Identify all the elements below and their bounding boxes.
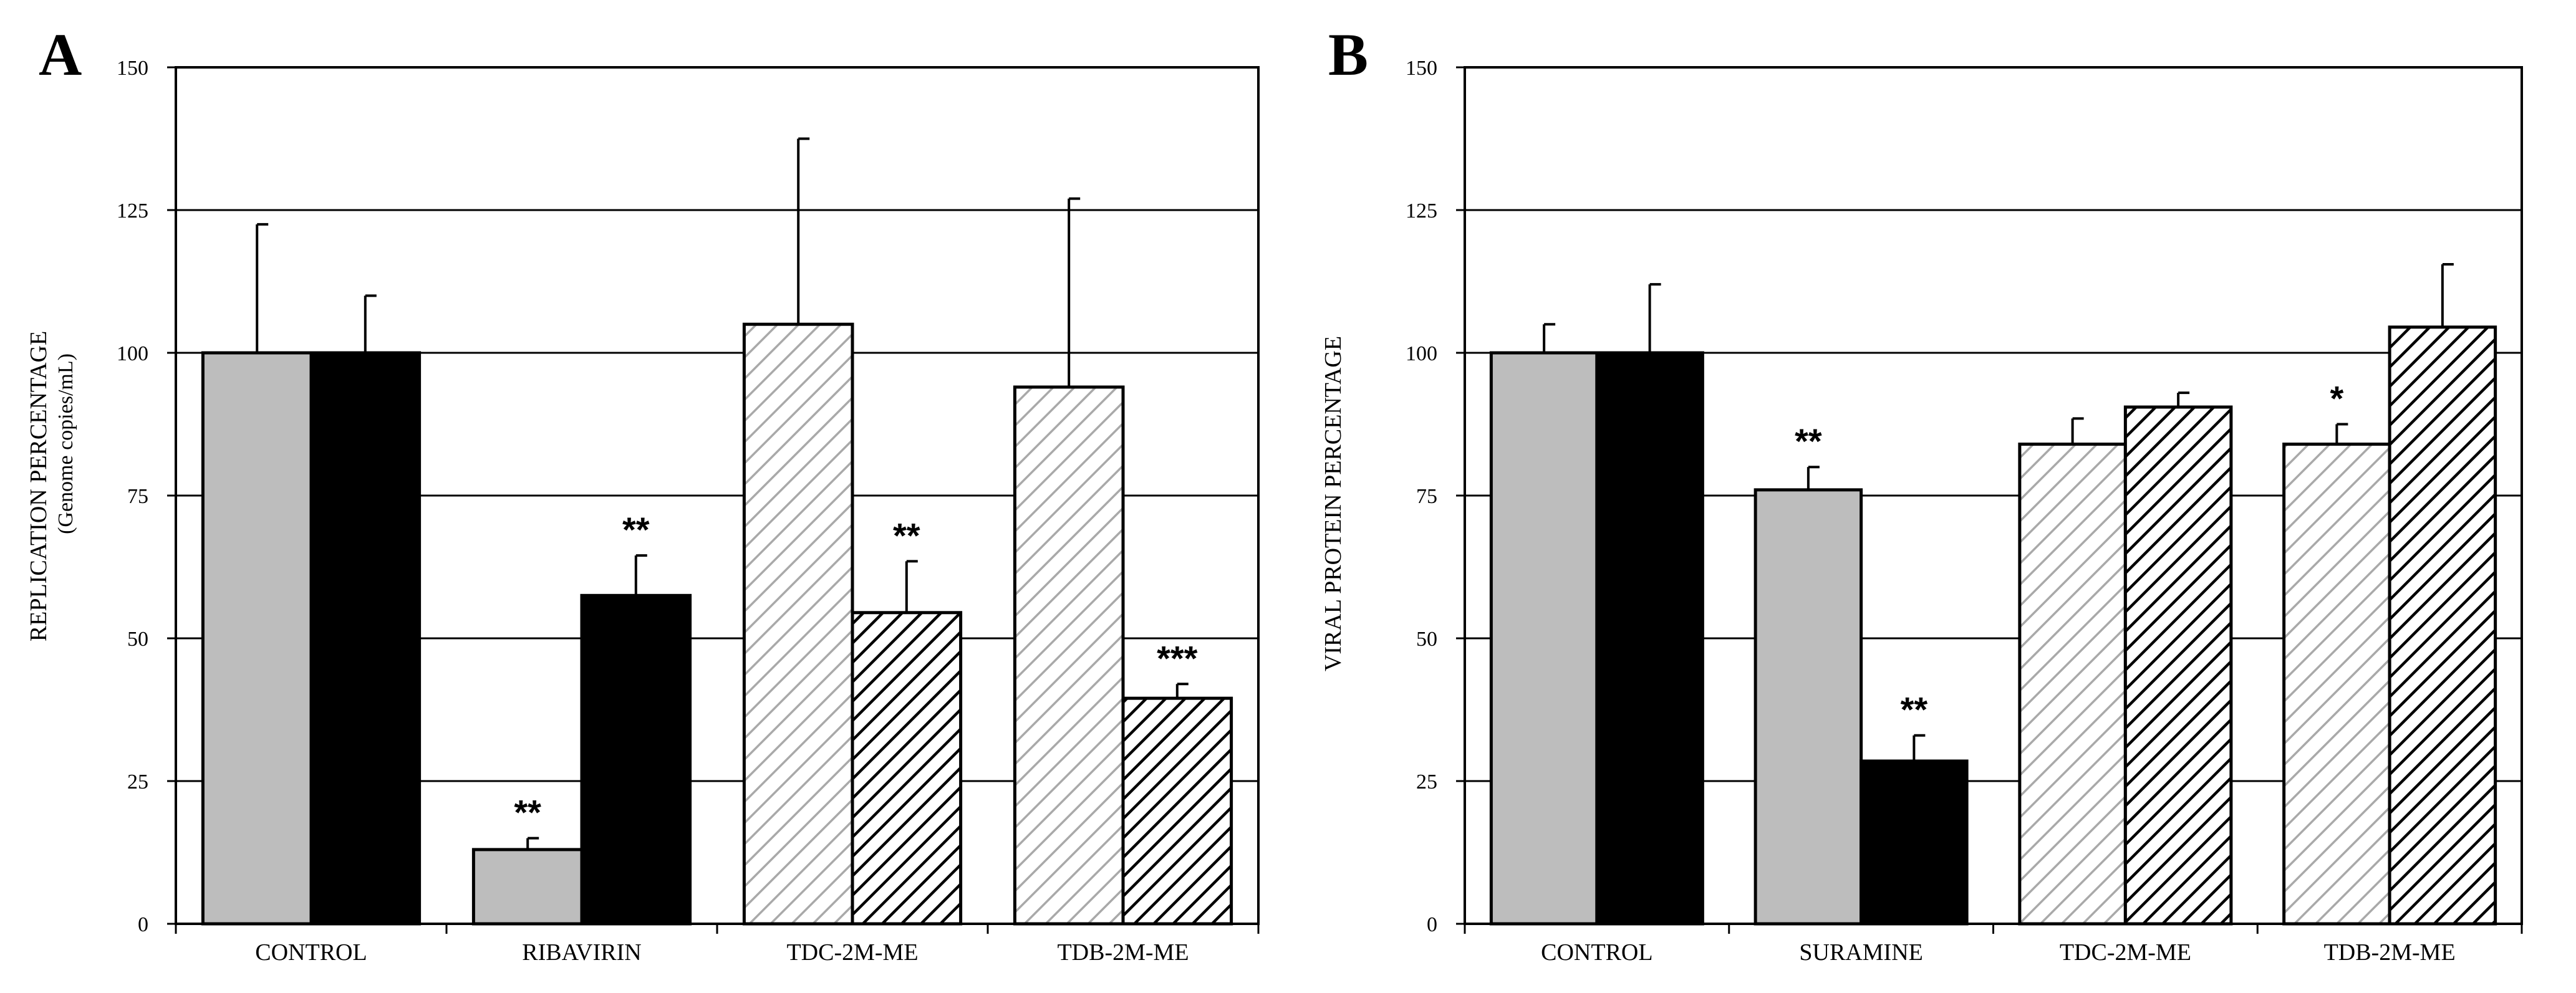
panel-b-significance-mark: ** [1795, 421, 1822, 461]
panel-a-significance-mark: ** [622, 510, 650, 549]
panel-a-bars: **** ***** [201, 137, 1233, 926]
panel-a-y-ticks: 0 25 50 75 100 125 150 [117, 57, 176, 936]
panel-b-bar-control-2 [1595, 351, 1704, 926]
panel-a-significance-mark: *** [1157, 638, 1198, 678]
panel-a-y-tick-label: 25 [127, 770, 148, 794]
panel-b-y-axis-label-group: VIRAL PROTEIN PERCENTAGE [1320, 336, 1346, 671]
panel-b-letter: B [1328, 21, 1368, 88]
panel-a-bar-control-1 [201, 351, 313, 926]
panel-a-bar-tdb-2m-me-2 [1121, 696, 1233, 926]
panel-b-bar-tdb-2m-me-2 [2388, 325, 2497, 926]
panel-a-y-axis-label: REPLICATION PERCENTAGE [26, 331, 52, 641]
panel-b-y-ticks: 0 25 50 75 100 125 150 [1406, 57, 1465, 936]
panel-a-y-axis-label-group: REPLICATION PERCENTAGE (Genome copies/mL… [26, 331, 77, 641]
panel-a-y-tick-label: 150 [117, 57, 148, 80]
panel-a-y-tick-label: 50 [127, 628, 148, 651]
panel-b-category-label: TDC-2M-ME [2060, 939, 2191, 966]
panel-b-y-tick-label: 0 [1427, 913, 1437, 936]
panel-b-category-labels: CONTROL SURAMINE TDC-2M-ME TDB-2M-ME [1464, 924, 2523, 966]
panel-b-bar-suramine-1 [1754, 488, 1863, 926]
panel-a-letter: A [39, 21, 82, 88]
panel-b-bar-control-1 [1489, 351, 1599, 926]
panel-a-significance-mark: ** [514, 793, 541, 832]
panel-b-category-label: TDB-2M-ME [2324, 939, 2456, 966]
panel-b-significance-mark: * [2330, 379, 2343, 418]
panel-b-y-tick-label: 125 [1406, 199, 1437, 223]
panel-b-y-tick-label: 25 [1416, 770, 1437, 794]
panel-a-category-label: CONTROL [255, 939, 367, 966]
panel-b-significance-mark: ** [1901, 690, 1928, 729]
panel-b-y-tick-label: 100 [1406, 342, 1437, 365]
panel-b-category-label: SURAMINE [1799, 939, 1922, 966]
panel-b-y-axis-label: VIRAL PROTEIN PERCENTAGE [1320, 336, 1346, 671]
panel-b-bar-suramine-2 [1860, 759, 1969, 926]
panel-a-bar-tdc-2m-me-2 [851, 611, 963, 926]
panel-b-y-tick-label: 50 [1416, 628, 1437, 651]
panel-a-bar-tdb-2m-me-1 [1013, 385, 1125, 926]
panel-a-bar-ribavirin-1 [471, 848, 584, 926]
panel-a-bar-tdc-2m-me-1 [742, 322, 854, 926]
panel-a-y-axis-sublabel: (Genome copies/mL) [54, 353, 77, 534]
panel-b-bars: ***** [1489, 263, 2497, 926]
panel-a-y-tick-label: 0 [138, 913, 148, 936]
panel-b-bar-tdc-2m-me-1 [2018, 443, 2127, 926]
panel-b-y-tick-label: 75 [1416, 485, 1437, 508]
panel-b-bar-tdb-2m-me-1 [2282, 443, 2391, 926]
panel-a-category-label: TDC-2M-ME [786, 939, 918, 966]
panel-a-y-tick-label: 125 [117, 199, 148, 223]
panel-a-category-labels: CONTROL RIBAVIRIN TDC-2M-ME TDB-2M-ME [175, 924, 1260, 966]
panel-a-category-label: RIBAVIRIN [522, 939, 641, 966]
panel-b-y-tick-label: 150 [1406, 57, 1437, 80]
panel-a-y-tick-label: 100 [117, 342, 148, 365]
panel-b-bar-tdc-2m-me-2 [2123, 405, 2233, 926]
panel-a-y-tick-label: 75 [127, 485, 148, 508]
panel-b-category-label: CONTROL [1541, 939, 1652, 966]
panel-a-category-label: TDB-2M-ME [1057, 939, 1189, 966]
panel-a-bar-ribavirin-2 [580, 593, 692, 926]
panel-a-bar-control-2 [309, 351, 422, 926]
panel-a-significance-mark: ** [893, 516, 920, 555]
